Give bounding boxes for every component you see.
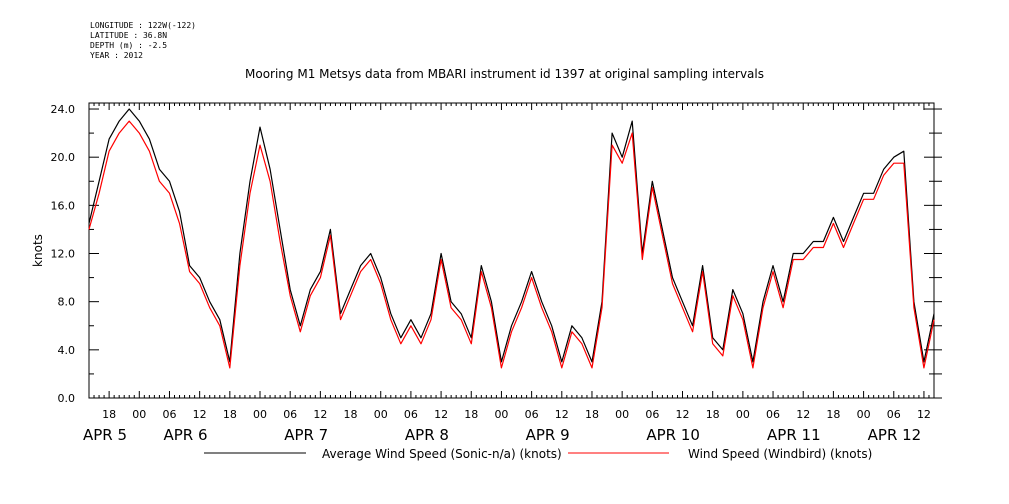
x-tick-label: 00 [736, 408, 750, 421]
x-tick-label: 12 [796, 408, 810, 421]
x-tick-label: 18 [706, 408, 720, 421]
x-date-label: APR 9 [526, 426, 570, 444]
y-tick-label: 8.0 [58, 296, 76, 309]
y-axis-label: knots [31, 234, 45, 267]
x-tick-label: 18 [102, 408, 116, 421]
x-tick-label: 12 [193, 408, 207, 421]
y-tick-label: 4.0 [58, 344, 76, 357]
year-text: YEAR : 2012 [90, 51, 143, 60]
x-tick-label: 06 [404, 408, 418, 421]
x-tick-label: 12 [917, 408, 931, 421]
x-tick-label: 06 [162, 408, 176, 421]
series-line-sonic [88, 108, 935, 363]
x-tick-label: 06 [645, 408, 659, 421]
x-date-label: APR 12 [868, 426, 922, 444]
x-tick-label: 18 [223, 408, 237, 421]
longitude-text: LONGITUDE : 122W(-122) [90, 21, 196, 30]
x-tick-label: 12 [434, 408, 448, 421]
plot-frame [88, 102, 935, 399]
x-date-label: APR 7 [284, 426, 328, 444]
y-tick-label: 20.0 [51, 151, 76, 164]
x-tick-label: 12 [313, 408, 327, 421]
x-tick-label: 00 [374, 408, 388, 421]
x-tick-label: 06 [525, 408, 539, 421]
x-tick-label: 00 [615, 408, 629, 421]
latitude-text: LATITUDE : 36.8N [90, 31, 168, 40]
x-tick-label: 12 [676, 408, 690, 421]
x-tick-label: 06 [766, 408, 780, 421]
x-date-label: APR 8 [405, 426, 449, 444]
x-tick-label: 18 [826, 408, 840, 421]
y-tick-label: 0.0 [58, 392, 76, 405]
y-tick-label: 16.0 [51, 199, 76, 212]
x-tick-label: 06 [887, 408, 901, 421]
x-tick-label: 00 [494, 408, 508, 421]
y-tick-label: 24.0 [51, 103, 76, 116]
x-tick-label: 00 [253, 408, 267, 421]
x-date-label: APR 11 [767, 426, 821, 444]
x-tick-label: 12 [555, 408, 569, 421]
x-tick-label: 00 [857, 408, 871, 421]
metadata-block: LONGITUDE : 122W(-122) LATITUDE : 36.8N … [90, 21, 196, 61]
x-date-label: APR 5 [83, 426, 127, 444]
y-tick-label: 12.0 [51, 248, 76, 261]
x-tick-label: 18 [585, 408, 599, 421]
series-line-windbird [88, 120, 935, 369]
x-tick-label: 18 [464, 408, 478, 421]
x-tick-label: 00 [132, 408, 146, 421]
legend-label-windbird: Wind Speed (Windbird) (knots) [688, 447, 872, 461]
x-date-label: APR 6 [163, 426, 207, 444]
x-date-label: APR 10 [646, 426, 700, 444]
x-tick-label: 18 [344, 408, 358, 421]
legend-label-sonic: Average Wind Speed (Sonic-n/a) (knots) [322, 447, 562, 461]
depth-text: DEPTH (m) : -2.5 [90, 41, 168, 50]
x-tick-label: 06 [283, 408, 297, 421]
chart-title: Mooring M1 Metsys data from MBARI instru… [245, 67, 764, 81]
